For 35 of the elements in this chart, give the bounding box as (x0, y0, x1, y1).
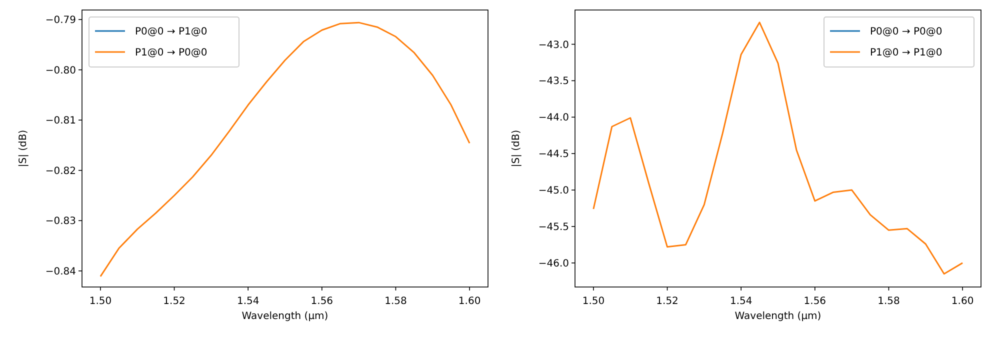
y-tick-label: −0.79 (45, 15, 76, 26)
x-tick-label: 1.56 (310, 296, 334, 307)
legend-label: P1@0 → P0@0 (135, 48, 208, 58)
legend-label: P1@0 → P1@0 (870, 48, 942, 58)
x-tick-label: 1.58 (384, 296, 407, 307)
y-axis-title: |S| (dB) (18, 130, 29, 168)
legend-label: P0@0 → P1@0 (135, 26, 208, 38)
x-tick-label: 1.54 (730, 296, 752, 307)
y-tick-label: −44.0 (538, 112, 569, 124)
x-tick-label: 1.54 (236, 296, 260, 307)
y-axis-title: |S| (dB) (511, 130, 522, 168)
x-axis-title: Wavelength (µm) (734, 311, 822, 322)
y-tick-label: −45.0 (538, 186, 569, 197)
x-tick-label: 1.52 (656, 296, 678, 307)
y-tick-label: −0.80 (45, 65, 76, 76)
y-tick-label: −43.5 (538, 76, 569, 88)
legend-label: P0@0 → P0@0 (870, 26, 942, 38)
y-tick-label: −0.84 (45, 266, 76, 278)
y-tick-label: −0.81 (45, 116, 76, 127)
x-tick-label: 1.50 (582, 296, 605, 307)
line-series (100, 22, 470, 278)
y-tick-label: −0.82 (45, 166, 76, 177)
y-tick-label: −43.0 (538, 40, 569, 51)
x-tick-label: 1.56 (804, 296, 826, 307)
line-series (592, 22, 964, 275)
x-tick-label: 1.50 (89, 296, 112, 307)
y-tick-label: −0.83 (45, 216, 76, 228)
x-tick-label: 1.58 (878, 296, 900, 307)
x-tick-label: 1.60 (458, 296, 481, 307)
y-tick-label: −44.5 (538, 149, 569, 160)
y-tick-label: −46.0 (538, 258, 569, 270)
y-tick-label: −45.5 (538, 222, 569, 233)
x-tick-label: 1.60 (951, 296, 974, 307)
x-axis-title: Wavelength (µm) (242, 311, 328, 322)
x-tick-label: 1.52 (163, 296, 186, 307)
